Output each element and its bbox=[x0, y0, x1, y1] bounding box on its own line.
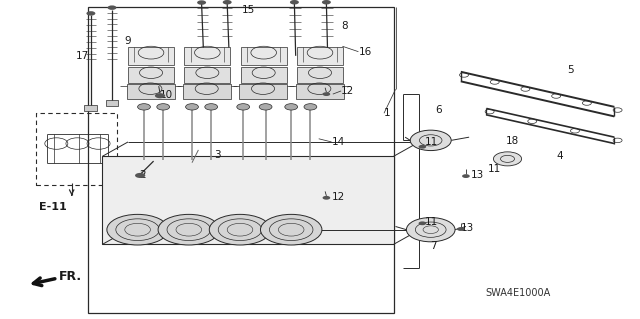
Text: 12: 12 bbox=[341, 86, 355, 96]
Bar bbox=[127, 84, 175, 99]
Circle shape bbox=[462, 174, 470, 178]
Circle shape bbox=[493, 152, 522, 166]
Text: 15: 15 bbox=[242, 5, 255, 15]
Text: 5: 5 bbox=[568, 64, 574, 75]
Bar bbox=[297, 47, 343, 65]
Text: FR.: FR. bbox=[59, 270, 82, 283]
Text: 6: 6 bbox=[435, 105, 442, 115]
Bar bbox=[183, 84, 231, 99]
Circle shape bbox=[135, 173, 145, 178]
Text: 11: 11 bbox=[425, 217, 438, 227]
Text: 11: 11 bbox=[488, 164, 501, 174]
Circle shape bbox=[155, 93, 165, 98]
Bar bbox=[184, 67, 230, 83]
Text: 9: 9 bbox=[125, 36, 131, 46]
Circle shape bbox=[107, 214, 168, 245]
Circle shape bbox=[290, 0, 299, 4]
Circle shape bbox=[209, 214, 271, 245]
Bar bbox=[241, 47, 287, 65]
Circle shape bbox=[223, 0, 232, 4]
Text: 14: 14 bbox=[332, 137, 345, 147]
Circle shape bbox=[323, 92, 330, 96]
Text: 17: 17 bbox=[76, 51, 89, 61]
Text: 13: 13 bbox=[461, 223, 474, 233]
Circle shape bbox=[157, 104, 170, 110]
Circle shape bbox=[260, 214, 322, 245]
Text: E-11: E-11 bbox=[38, 202, 67, 212]
Bar bbox=[36, 113, 117, 185]
Bar bbox=[241, 67, 287, 83]
Text: 16: 16 bbox=[358, 47, 372, 57]
Text: 3: 3 bbox=[214, 150, 221, 160]
Circle shape bbox=[419, 145, 426, 149]
Text: 18: 18 bbox=[506, 136, 519, 146]
Circle shape bbox=[158, 214, 220, 245]
Circle shape bbox=[108, 5, 116, 10]
Text: 12: 12 bbox=[332, 192, 345, 202]
Bar bbox=[184, 47, 230, 65]
Text: 2: 2 bbox=[140, 170, 146, 180]
Text: 4: 4 bbox=[557, 151, 563, 161]
Circle shape bbox=[410, 130, 451, 151]
Bar bbox=[84, 105, 97, 111]
Bar bbox=[102, 156, 394, 244]
Circle shape bbox=[285, 104, 298, 110]
Bar bbox=[128, 47, 174, 65]
Circle shape bbox=[138, 104, 150, 110]
Circle shape bbox=[304, 104, 317, 110]
Circle shape bbox=[406, 218, 455, 242]
Circle shape bbox=[237, 104, 250, 110]
Text: 7: 7 bbox=[430, 241, 436, 251]
Bar bbox=[296, 84, 344, 99]
Text: SWA4E1000A: SWA4E1000A bbox=[485, 288, 550, 298]
Text: 8: 8 bbox=[341, 20, 348, 31]
Circle shape bbox=[259, 104, 272, 110]
Text: 11: 11 bbox=[425, 137, 438, 147]
Bar bbox=[128, 67, 174, 83]
Circle shape bbox=[457, 227, 465, 231]
Bar bbox=[88, 7, 394, 313]
Circle shape bbox=[86, 11, 95, 16]
Circle shape bbox=[419, 221, 426, 225]
Circle shape bbox=[205, 104, 218, 110]
Bar bbox=[297, 67, 343, 83]
Circle shape bbox=[323, 196, 330, 200]
Circle shape bbox=[197, 0, 206, 5]
Bar bbox=[239, 84, 287, 99]
Text: 10: 10 bbox=[160, 90, 173, 100]
Text: 13: 13 bbox=[470, 170, 484, 180]
Bar bbox=[106, 100, 118, 106]
Circle shape bbox=[186, 104, 198, 110]
Text: 1: 1 bbox=[384, 108, 390, 118]
Circle shape bbox=[322, 0, 331, 4]
